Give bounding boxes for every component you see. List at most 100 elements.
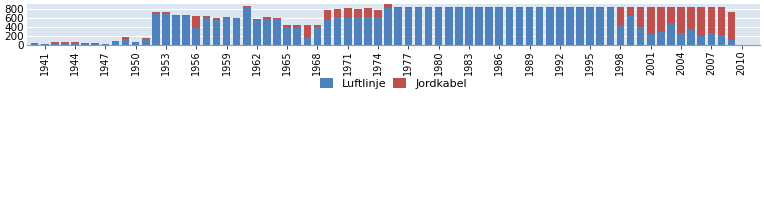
Bar	[707, 33, 715, 45]
Bar	[617, 26, 624, 45]
Bar	[465, 8, 473, 45]
Bar	[506, 7, 513, 8]
Bar	[617, 7, 624, 26]
Bar	[637, 7, 645, 27]
Bar	[314, 25, 321, 27]
Bar	[394, 7, 402, 8]
Bar	[626, 16, 634, 45]
Bar	[61, 42, 69, 43]
Bar	[707, 7, 715, 33]
Bar	[162, 13, 170, 45]
Bar	[92, 44, 99, 45]
Bar	[626, 7, 634, 16]
Bar	[556, 8, 564, 45]
Bar	[193, 16, 200, 28]
Bar	[81, 44, 89, 45]
Bar	[445, 7, 452, 8]
Bar	[556, 7, 564, 8]
Bar	[263, 19, 270, 45]
Bar	[475, 7, 483, 8]
Bar	[455, 7, 463, 8]
Bar	[637, 27, 645, 45]
Bar	[586, 8, 594, 45]
Bar	[81, 43, 89, 44]
Bar	[516, 8, 523, 45]
Bar	[384, 8, 392, 45]
Bar	[71, 42, 79, 43]
Bar	[121, 39, 129, 45]
Bar	[233, 18, 241, 45]
Bar	[263, 17, 270, 19]
Bar	[425, 8, 432, 45]
Bar	[506, 8, 513, 45]
Bar	[657, 7, 665, 32]
Bar	[253, 20, 261, 45]
Bar	[183, 15, 190, 16]
Legend: Luftlinje, Jordkabel: Luftlinje, Jordkabel	[315, 74, 471, 93]
Bar	[607, 7, 614, 8]
Bar	[536, 7, 543, 8]
Bar	[465, 7, 473, 8]
Bar	[92, 43, 99, 44]
Bar	[425, 7, 432, 8]
Bar	[566, 7, 574, 8]
Bar	[667, 23, 675, 45]
Bar	[293, 25, 301, 28]
Bar	[435, 8, 442, 45]
Bar	[274, 18, 281, 19]
Bar	[384, 0, 392, 8]
Bar	[112, 42, 119, 45]
Bar	[536, 8, 543, 45]
Bar	[223, 18, 230, 45]
Bar	[202, 16, 210, 18]
Bar	[61, 43, 69, 45]
Bar	[688, 30, 695, 45]
Bar	[142, 39, 150, 45]
Bar	[717, 7, 725, 35]
Bar	[455, 8, 463, 45]
Bar	[728, 12, 735, 40]
Bar	[698, 36, 705, 45]
Bar	[172, 16, 180, 45]
Bar	[728, 40, 735, 45]
Bar	[51, 43, 59, 45]
Bar	[435, 7, 442, 8]
Bar	[516, 7, 523, 8]
Bar	[688, 7, 695, 30]
Bar	[667, 7, 675, 23]
Bar	[121, 37, 129, 39]
Bar	[152, 14, 160, 45]
Bar	[657, 32, 665, 45]
Bar	[485, 8, 493, 45]
Bar	[183, 16, 190, 45]
Bar	[51, 42, 59, 43]
Bar	[496, 8, 503, 45]
Bar	[334, 17, 342, 45]
Bar	[607, 8, 614, 45]
Bar	[354, 9, 361, 17]
Bar	[586, 7, 594, 8]
Bar	[546, 7, 554, 8]
Bar	[303, 25, 311, 38]
Bar	[243, 7, 251, 45]
Bar	[253, 19, 261, 20]
Bar	[132, 42, 140, 45]
Bar	[405, 7, 412, 8]
Bar	[597, 7, 604, 8]
Bar	[475, 8, 483, 45]
Bar	[243, 6, 251, 7]
Bar	[193, 28, 200, 45]
Bar	[142, 38, 150, 39]
Bar	[344, 8, 351, 18]
Bar	[293, 28, 301, 45]
Bar	[698, 7, 705, 36]
Bar	[717, 35, 725, 45]
Bar	[415, 7, 422, 8]
Bar	[354, 17, 361, 45]
Bar	[334, 9, 342, 17]
Bar	[324, 20, 332, 45]
Bar	[485, 7, 493, 8]
Bar	[162, 12, 170, 13]
Bar	[415, 8, 422, 45]
Bar	[172, 15, 180, 16]
